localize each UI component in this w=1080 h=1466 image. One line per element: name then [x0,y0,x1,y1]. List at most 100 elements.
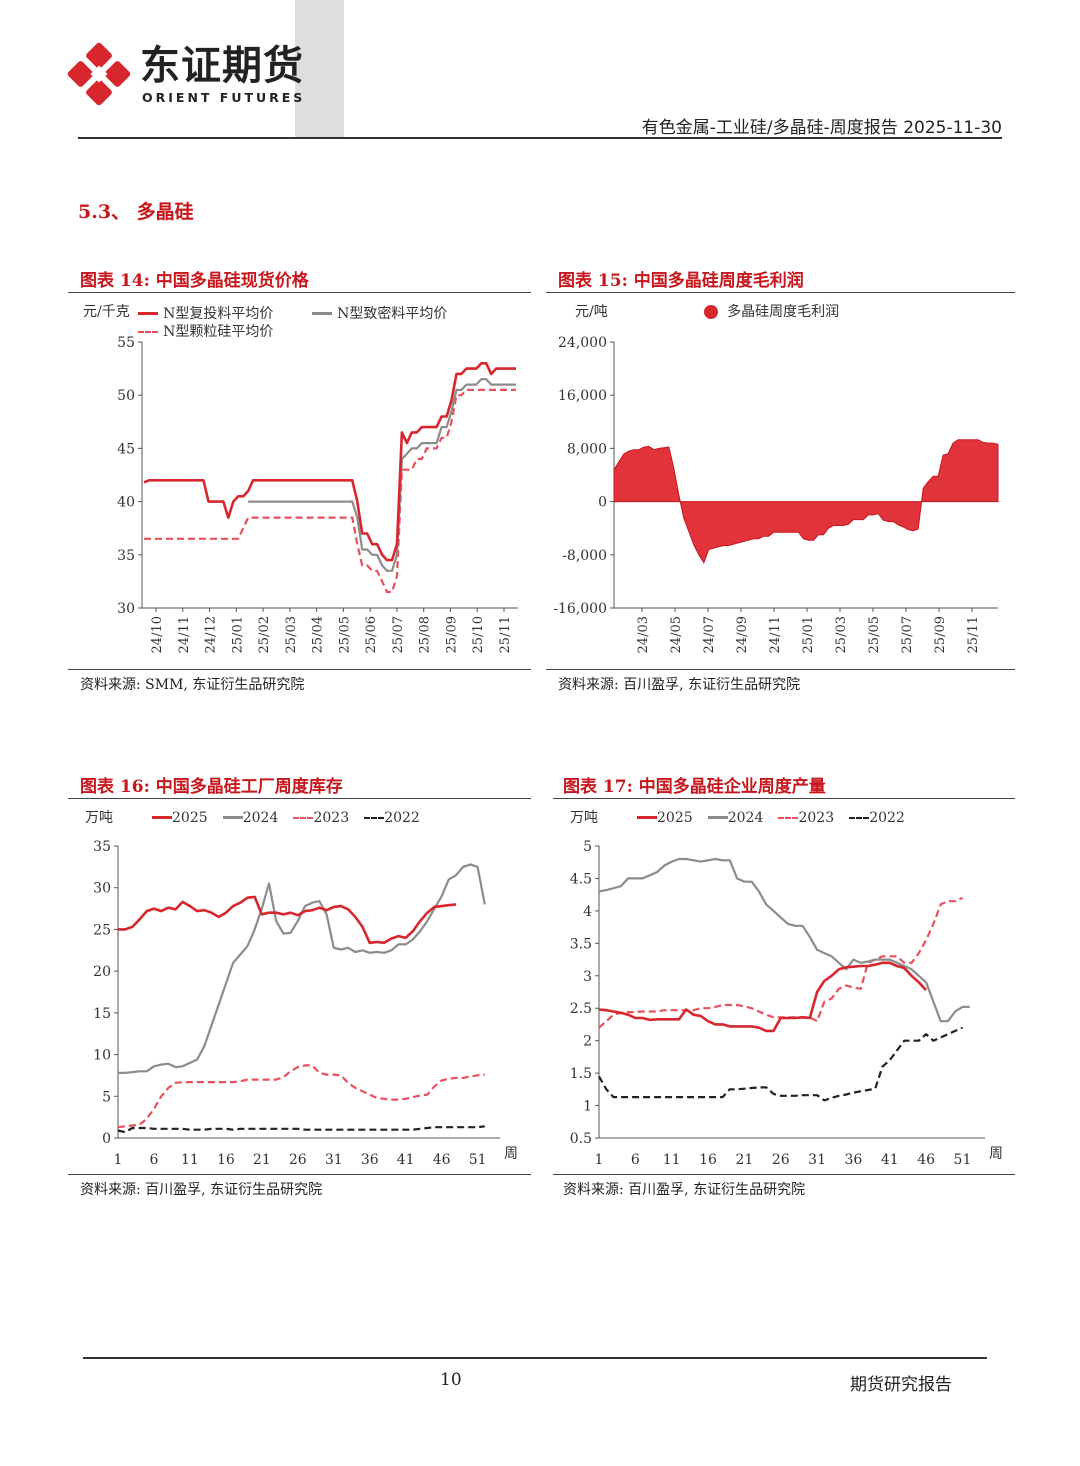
brand-logo-icon [67,42,131,106]
x-tick-label: 46 [433,1152,451,1168]
chart14-series-N型致密料平均价 [248,378,516,572]
y-tick-label: 1 [583,1099,592,1115]
y-tick-label: 30 [93,881,111,897]
y-tick-label: 25 [93,922,111,938]
legend-label: N型复投料平均价 [163,306,274,322]
legend-label: 2025 [172,810,208,826]
legend-label: N型颗粒硅平均价 [163,324,274,340]
chart16-legend: 2025 2024 2023 2022 [152,807,420,826]
legend-line-grey [312,312,332,315]
x-tick-label: 25/09 [933,616,948,653]
chart14-legend-1: N型复投料平均价 [138,303,273,323]
x-tick-label: 6 [150,1152,159,1168]
chart16-source: 资料来源: 百川盈孚, 东证衍生品研究院 [80,1182,323,1198]
chart15-plot: -16,000 -8,000 0 8,000 16,000 24,000 24/03 24/0… [553,335,999,653]
logo-center [90,65,108,83]
y-tick-label: 55 [117,335,135,351]
y-tick-label: 50 [117,388,135,404]
chart17-unit: 万吨 [570,810,598,826]
chart17-series-2025 [598,961,928,1033]
x-tick-label: 51 [469,1152,487,1168]
legend-line-grey [707,816,728,819]
y-tick-label: 35 [117,548,135,564]
y-tick-label: 0 [102,1131,111,1147]
y-tick-label: 1.5 [570,1066,592,1082]
x-tick-label: 25/11 [498,616,513,653]
y-tick-label: 4 [583,904,592,920]
chart15-area-profit [613,439,999,564]
chart15-title: 图表 15: 中国多晶硅周度毛利润 [558,271,804,291]
legend-label: 2023 [798,810,835,826]
x-tick-label: 36 [845,1152,863,1168]
y-tick-label: 40 [117,495,135,511]
y-tick-label: 0.5 [570,1131,592,1147]
legend-line-red [138,312,158,315]
legend-label: 2022 [869,810,905,826]
chart14-bottom-rule [68,669,531,670]
chart17-legend: 2025 2024 2023 2022 [637,807,905,826]
chart17-series-2024 [598,857,970,1023]
y-tick-label: 24,000 [558,335,607,351]
chart16-series-2023 [117,1064,485,1129]
chart14-series-N型复投料平均价 [143,362,516,562]
chart14-legend-3: N型颗粒硅平均价 [138,321,273,341]
chart16-top-rule [68,798,531,799]
y-tick-label: 30 [117,601,135,617]
logo-square-tr [104,61,131,87]
x-tick-label: 36 [361,1152,379,1168]
x-tick-label: 11 [181,1152,199,1168]
y-tick-label: 20 [93,964,111,980]
legend-line-blackdash [364,816,385,819]
y-tick-label: 45 [117,441,135,457]
y-tick-label: 15 [93,1006,111,1022]
x-tick-label: 41 [881,1152,899,1168]
legend-line-blackdash [849,816,870,819]
y-tick-label: 5 [583,839,592,855]
chart14-plot: 30 35 40 45 50 55 24/10 24/11 24/12 25/01 25/02 25/… [117,335,518,653]
x-axis-label: 周 [989,1146,1003,1162]
x-tick-label: 25/03 [284,616,299,653]
footer-label: 期货研究报告 [850,1375,952,1395]
x-tick-label: 21 [735,1152,753,1168]
y-tick-label: 16,000 [558,388,607,404]
x-tick-label: 25/10 [471,616,486,653]
logo-square-br [86,79,112,106]
x-tick-label: 31 [808,1152,826,1168]
brand-name-cn: 东证期货 [140,43,304,89]
logo-square-bl [67,61,94,87]
x-tick-label: 51 [954,1152,972,1168]
chart16-series-2022 [117,1125,485,1134]
chart16-title: 图表 16: 中国多晶硅工厂周度库存 [80,777,343,797]
x-tick-label: 1 [595,1152,604,1168]
chart14-top-rule [68,292,531,293]
legend-label: 2022 [384,810,420,826]
y-tick-label: 4.5 [570,871,592,887]
x-tick-label: 24/07 [702,616,717,653]
chart15-legend-1: 多晶硅周度毛利润 [704,301,839,321]
chart17-source: 资料来源: 百川盈孚, 东证衍生品研究院 [563,1182,806,1198]
chart14-source: 资料来源: SMM, 东证衍生品研究院 [80,677,305,693]
x-tick-label: 25/01 [801,616,816,653]
x-tick-label: 16 [699,1152,717,1168]
legend-dot-red-icon [704,304,718,319]
chart17-series-2022 [598,1026,963,1102]
x-tick-label: 24/03 [636,616,651,653]
chart14-unit: 元/千克 [83,304,130,320]
legend-line-pinkdash [293,816,314,819]
x-tick-label: 25/05 [867,616,882,653]
legend-label: 2024 [727,810,764,826]
y-tick-label: 3.5 [570,936,592,952]
chart16-series-2025 [118,895,457,945]
chart14-legend-2: N型致密料平均价 [312,303,447,323]
x-tick-label: 25/03 [834,616,849,653]
legend-line-red [637,816,657,819]
y-tick-label: 5 [102,1089,111,1105]
chart15-unit: 元/吨 [575,304,608,320]
y-tick-label: 35 [93,839,111,855]
legend-line-red [152,816,172,819]
x-tick-label: 31 [325,1152,343,1168]
x-tick-label: 24/05 [669,616,684,653]
x-tick-label: 46 [917,1152,935,1168]
chart14-title: 图表 14: 中国多晶硅现货价格 [80,271,309,291]
